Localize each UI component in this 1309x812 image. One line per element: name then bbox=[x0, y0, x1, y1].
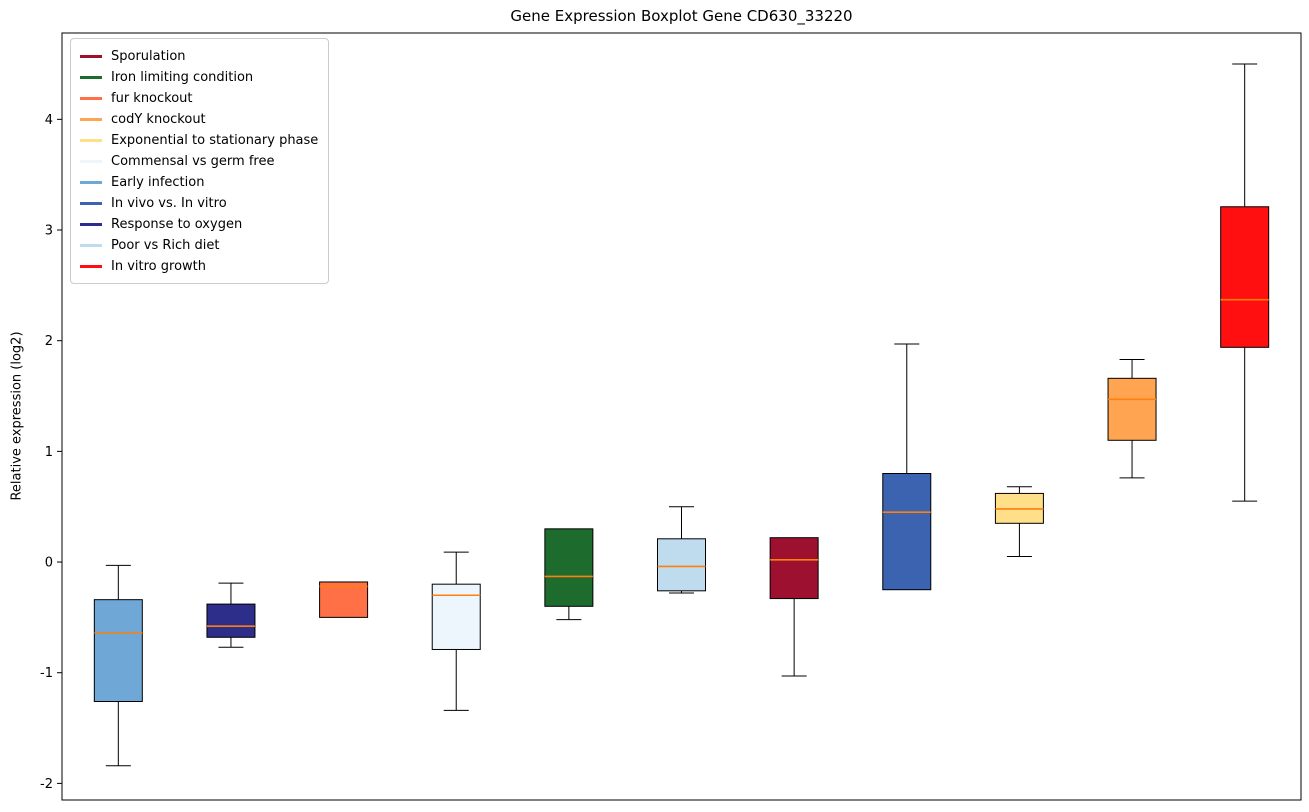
box-rect bbox=[544, 528, 594, 607]
box-commensal-vs-germ-free bbox=[431, 551, 481, 711]
box-in-vitro-growth bbox=[1220, 63, 1270, 502]
legend-label: Poor vs Rich diet bbox=[111, 238, 220, 253]
legend-swatch bbox=[80, 223, 102, 226]
legend-swatch bbox=[80, 265, 102, 268]
y-tick-label: -2 bbox=[40, 777, 53, 792]
legend-label: Commensal vs germ free bbox=[111, 154, 275, 169]
legend-label: fur knockout bbox=[111, 91, 193, 106]
y-tick-label: 0 bbox=[45, 556, 53, 571]
legend-swatch bbox=[80, 139, 102, 142]
box-rect bbox=[769, 537, 819, 600]
legend-swatch bbox=[80, 118, 102, 121]
legend-label: Early infection bbox=[111, 175, 205, 190]
legend-swatch bbox=[80, 244, 102, 247]
legend-item: Response to oxygen bbox=[80, 214, 318, 235]
plot-border bbox=[61, 32, 1302, 801]
legend-item: Commensal vs germ free bbox=[80, 151, 318, 172]
y-tick-label: 3 bbox=[45, 224, 53, 239]
legend-swatch bbox=[80, 55, 102, 58]
legend-label: Sporulation bbox=[111, 49, 186, 64]
box-rect bbox=[1220, 206, 1270, 348]
legend-label: In vivo vs. In vitro bbox=[111, 196, 227, 211]
box-rect bbox=[431, 583, 481, 650]
box-poor-vs-rich-diet bbox=[657, 506, 706, 594]
chart-title: Gene Expression Boxplot Gene CD630_33220 bbox=[510, 7, 853, 25]
legend-label: codY knockout bbox=[111, 112, 206, 127]
box-cody-knockout bbox=[1107, 359, 1157, 479]
y-tick-label: -1 bbox=[40, 666, 53, 681]
box-rect bbox=[206, 603, 256, 638]
legend-item: codY knockout bbox=[80, 109, 318, 130]
legend-item: Poor vs Rich diet bbox=[80, 235, 318, 256]
box-rect bbox=[657, 538, 706, 592]
legend-label: Exponential to stationary phase bbox=[111, 133, 319, 148]
legend-swatch bbox=[80, 181, 102, 184]
legend-swatch bbox=[80, 76, 102, 79]
legend-item: In vitro growth bbox=[80, 256, 318, 277]
legend-item: Sporulation bbox=[80, 46, 318, 67]
box-fur-knockout bbox=[319, 581, 369, 618]
legend-item: Exponential to stationary phase bbox=[80, 130, 318, 151]
legend-item: In vivo vs. In vitro bbox=[80, 193, 318, 214]
legend-label: Response to oxygen bbox=[111, 217, 243, 232]
y-tick-label: 2 bbox=[45, 334, 53, 349]
legend-item: Early infection bbox=[80, 172, 318, 193]
legend: Sporulation Iron limiting condition fur kn… bbox=[70, 38, 330, 284]
box-in-vivo-vs-in-vitro bbox=[882, 343, 932, 591]
legend-label: Iron limiting condition bbox=[111, 70, 254, 85]
box-rect bbox=[1107, 377, 1157, 441]
legend-item: fur knockout bbox=[80, 88, 318, 109]
box-iron-limiting-condition bbox=[544, 528, 594, 621]
y-tick-label: 1 bbox=[45, 445, 53, 460]
box-rect bbox=[319, 581, 369, 618]
box-sporulation bbox=[769, 537, 819, 677]
legend-swatch bbox=[80, 160, 102, 163]
y-tick-label: 4 bbox=[45, 113, 53, 128]
box-rect bbox=[882, 472, 932, 591]
legend-item: Iron limiting condition bbox=[80, 67, 318, 88]
box-response-to-oxygen bbox=[206, 582, 256, 648]
legend-label: In vitro growth bbox=[111, 259, 206, 274]
box-exponential-to-stationary-phase bbox=[994, 486, 1044, 558]
legend-swatch bbox=[80, 202, 102, 205]
legend-swatch bbox=[80, 97, 102, 100]
box-early-infection bbox=[93, 564, 143, 767]
box-rect bbox=[93, 599, 143, 702]
